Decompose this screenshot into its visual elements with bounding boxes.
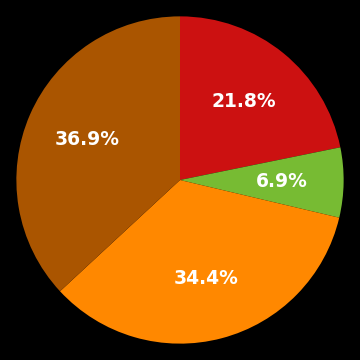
Wedge shape <box>180 16 340 180</box>
Wedge shape <box>16 16 180 291</box>
Text: 6.9%: 6.9% <box>256 172 307 191</box>
Wedge shape <box>180 147 344 218</box>
Text: 34.4%: 34.4% <box>174 269 238 288</box>
Text: 21.8%: 21.8% <box>212 92 276 111</box>
Wedge shape <box>60 180 339 344</box>
Text: 36.9%: 36.9% <box>54 130 120 149</box>
